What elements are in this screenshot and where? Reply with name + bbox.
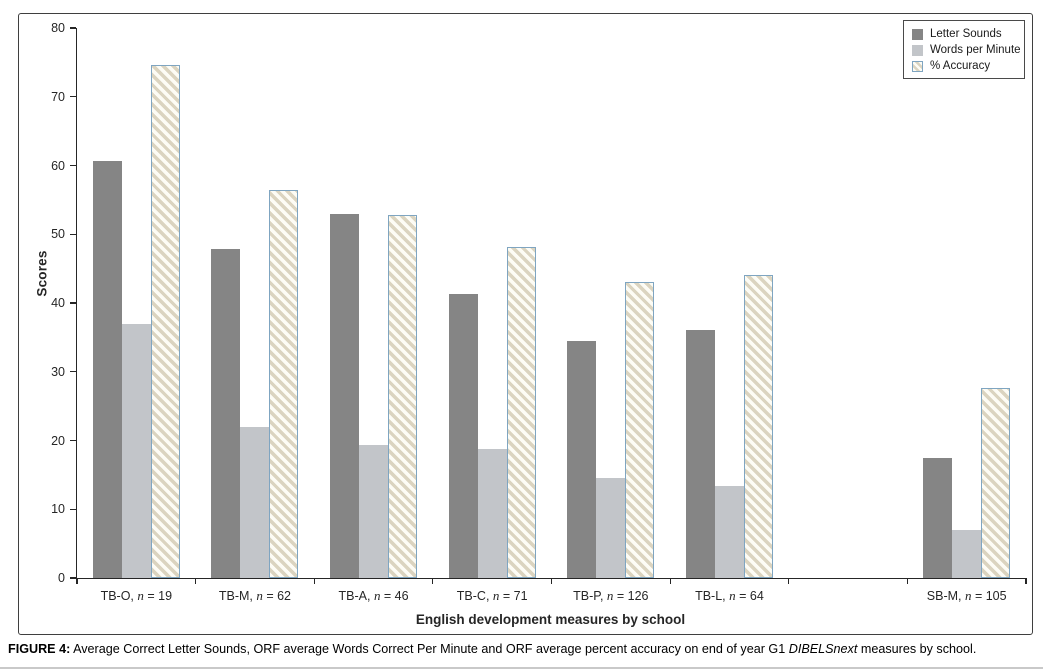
y-tick-label-40: 40 (51, 296, 65, 310)
y-tick-mark-20 (70, 439, 76, 442)
y-tick-label-70: 70 (51, 89, 65, 104)
caption-text-italic: DIBELSnext (788, 642, 858, 656)
x-category-label-tb-c: TB-C, n = 71 (456, 588, 528, 603)
y-tick-mark-0 (70, 577, 76, 579)
legend-item-accuracy: % Accuracy (912, 60, 1016, 72)
bar-accuracy-tb-m (269, 189, 299, 578)
y-tick-mark-30 (70, 371, 76, 373)
bar-words-per-minute-sb-m (952, 529, 982, 578)
bar-group-tb-m (196, 28, 315, 578)
legend-swatch-words-per-minute-icon (912, 44, 923, 56)
bar-words-per-minute-tb-o (121, 323, 151, 578)
bar-letter-sounds-tb-a (330, 213, 360, 578)
y-tick-mark-40 (70, 302, 76, 304)
bar-group-sb-m (907, 28, 1026, 578)
legend-label-accuracy: % Accuracy (930, 60, 991, 72)
figure-border-box: Scores 0 10 20 30 40 50 60 70 80 TB-O, n = 19 TB-M… (18, 13, 1033, 635)
bar-accuracy-tb-p (625, 282, 655, 578)
x-tick-mark-8 (1025, 578, 1027, 584)
x-tick-mark-2 (313, 578, 315, 584)
bar-group-tb-l (670, 28, 789, 578)
bar-letter-sounds-tb-p (567, 340, 597, 578)
x-tick-mark-5 (669, 578, 671, 584)
x-category-label-tb-m: TB-M, n = 62 (218, 588, 292, 603)
legend-swatch-letter-sounds-icon (912, 28, 923, 40)
y-tick-mark-80 (70, 27, 76, 29)
legend: Letter Sounds Words per Minute % Accurac… (903, 20, 1025, 79)
x-category-label-tb-a: TB-A, n = 46 (338, 588, 409, 603)
legend-label-words-per-minute: Words per Minute (930, 44, 1021, 56)
bar-group-tb-p (552, 28, 671, 578)
caption-figure-number: FIGURE 4: (8, 642, 71, 656)
y-tick-label-10: 10 (51, 502, 65, 517)
bar-letter-sounds-tb-c (448, 294, 478, 578)
y-tick-mark-60 (70, 164, 76, 167)
bar-words-per-minute-tb-p (596, 478, 626, 578)
x-tick-mark-6 (788, 578, 790, 584)
bar-words-per-minute-tb-m (240, 426, 270, 578)
x-category-label-tb-o: TB-O, n = 19 (100, 588, 173, 603)
figure-caption: FIGURE 4: Average Correct Letter Sounds,… (8, 641, 1038, 657)
caption-text-before: Average Correct Letter Sounds, ORF avera… (70, 642, 789, 656)
y-tick-mark-70 (70, 96, 76, 98)
bar-accuracy-tb-l (743, 274, 773, 578)
bottom-divider (0, 667, 1043, 669)
y-tick-label-20: 20 (51, 433, 65, 448)
x-category-label-tb-l: TB-L, n = 64 (695, 588, 764, 603)
caption-text-after: measures by school. (857, 642, 977, 656)
bar-accuracy-tb-a (388, 215, 418, 578)
plot-area: 0 10 20 30 40 50 60 70 80 TB-O, n = 19 TB-M, n = 6… (51, 21, 1027, 603)
x-category-label-sb-m: SB-M, n = 105 (926, 588, 1007, 603)
y-tick-label-60: 60 (51, 158, 65, 173)
bar-words-per-minute-tb-a (359, 444, 389, 578)
y-tick-label-50: 50 (51, 227, 65, 242)
legend-item-words-per-minute: Words per Minute (912, 44, 1021, 56)
bar-letter-sounds-tb-o (92, 160, 122, 578)
bar-group-tb-c (433, 28, 552, 578)
bar-group-tb-a (314, 28, 433, 578)
y-tick-mark-10 (70, 508, 76, 510)
bar-accuracy-tb-o (150, 65, 180, 578)
bar-letter-sounds-tb-l (685, 329, 715, 578)
x-category-label-tb-p: TB-P, n = 126 (573, 588, 649, 603)
y-tick-label-30: 30 (51, 364, 65, 379)
x-axis-title: English development measures by school (415, 612, 686, 627)
bar-words-per-minute-tb-l (714, 485, 744, 578)
bar-letter-sounds-sb-m (923, 457, 953, 578)
bar-group-tb-o (77, 28, 196, 578)
legend-label-letter-sounds: Letter Sounds (930, 28, 1002, 40)
legend-swatch-accuracy-icon (912, 60, 923, 72)
x-tick-mark-3 (432, 578, 434, 584)
y-tick-mark-50 (70, 233, 76, 235)
x-tick-mark-4 (550, 578, 553, 584)
y-tick-label-80: 80 (51, 21, 65, 35)
x-tick-mark-0 (76, 578, 78, 584)
x-tick-mark-7 (906, 578, 908, 584)
bar-accuracy-tb-c (506, 246, 536, 578)
legend-item-letter-sounds: Letter Sounds (912, 28, 1016, 40)
bar-accuracy-sb-m (981, 388, 1011, 578)
bar-letter-sounds-tb-m (211, 249, 241, 578)
y-tick-label-0: 0 (58, 571, 65, 585)
bar-words-per-minute-tb-c (477, 448, 507, 578)
x-tick-mark-1 (195, 578, 197, 584)
